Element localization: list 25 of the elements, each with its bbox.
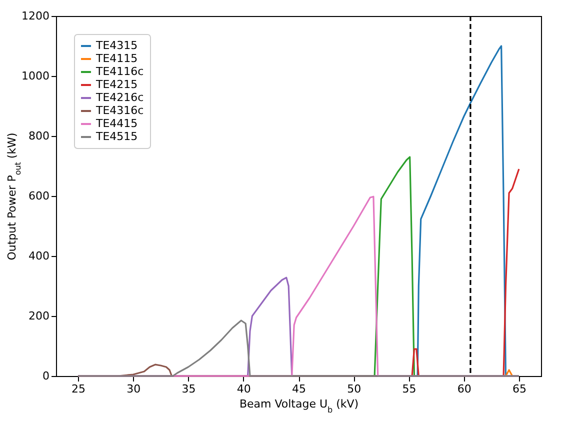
legend-label: TE4415 (95, 117, 138, 130)
legend-label: TE4315 (95, 39, 138, 52)
x-tick-label: 55 (402, 382, 416, 396)
y-tick-label: 1200 (22, 10, 50, 22)
y-tick-label: 600 (28, 190, 50, 202)
x-tick-label: 45 (292, 382, 306, 396)
x-tick-label: 60 (457, 382, 472, 396)
x-tick-label: 30 (126, 382, 141, 396)
legend-label: TE4215 (95, 78, 138, 91)
legend-label: TE4316c (95, 104, 144, 117)
y-tick-label: 0 (42, 370, 50, 382)
y-tick-label: 400 (28, 250, 50, 262)
legend-label: TE4115 (95, 52, 138, 65)
x-tick-label: 25 (72, 382, 86, 396)
x-tick-label: 50 (347, 382, 362, 396)
x-axis-title: Beam Voltage U$_{b}$ (kV) (239, 398, 359, 414)
legend-label: TE4216c (95, 91, 144, 104)
x-tick-label: 65 (512, 382, 526, 396)
y-tick-label: 200 (28, 310, 50, 322)
legend-label: TE4515 (95, 130, 138, 143)
y-tick-label: 800 (28, 130, 50, 142)
x-tick-label: 35 (182, 382, 196, 396)
legend-label: TE4116c (95, 65, 144, 78)
x-tick-label: 40 (236, 382, 251, 396)
y-tick-label: 1000 (22, 70, 50, 82)
